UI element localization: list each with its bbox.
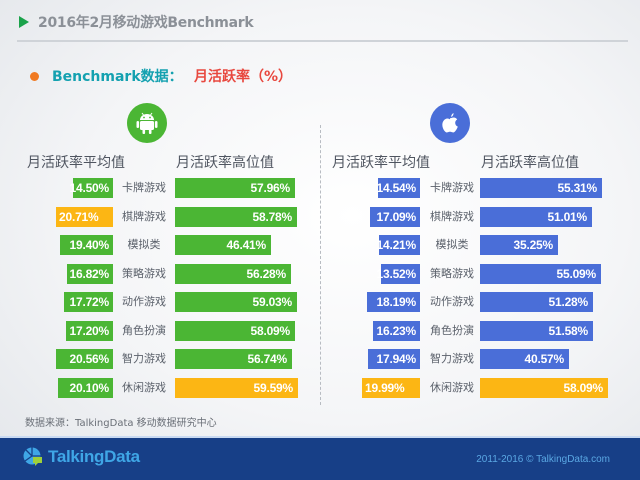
high-bar: 56.28% (175, 263, 291, 284)
category-label: 角色扮演 (430, 323, 474, 337)
talkingdata-logo-icon (23, 447, 42, 466)
high-bar: 59.59% (175, 377, 298, 398)
footer-bar: TalkingData 2011-2016 © TalkingData.com (0, 436, 640, 480)
play-triangle-icon (19, 16, 29, 28)
category-label: 模拟类 (435, 238, 469, 252)
avg-bar: 14.54% (377, 178, 420, 198)
high-bar: 55.09% (480, 263, 601, 284)
avg-bar: 20.10% (58, 377, 113, 398)
high-bar: 51.58% (480, 320, 593, 341)
apple-icon (430, 103, 470, 143)
avg-bar: 16.23% (373, 320, 420, 341)
category-label: 策略游戏 (430, 266, 474, 280)
avg-bar: 19.40% (60, 235, 113, 256)
high-bar: 51.01% (480, 206, 592, 227)
category-label: 角色扮演 (122, 323, 166, 337)
category-label: 棋牌游戏 (122, 209, 166, 223)
high-bar: 56.74% (175, 349, 292, 370)
avg-column-header: 月活跃率平均值 (332, 155, 430, 171)
high-bar: 58.78% (175, 206, 297, 227)
category-label: 棋牌游戏 (430, 209, 474, 223)
copyright-text: 2011-2016 © TalkingData.com (476, 454, 610, 465)
high-bar: 57.96% (175, 178, 295, 198)
category-label: 策略游戏 (122, 266, 166, 280)
slide-header: 2016年2月移动游戏Benchmark (0, 0, 640, 44)
avg-bar: 17.20% (66, 320, 113, 341)
high-column-header: 月活跃率高位值 (176, 155, 274, 171)
avg-bar: 17.94% (368, 349, 420, 370)
category-label: 智力游戏 (430, 352, 474, 366)
category-label: 休闲游戏 (122, 380, 166, 394)
category-label: 动作游戏 (122, 295, 166, 309)
page-title: 2016年2月移动游戏Benchmark (38, 15, 254, 31)
subtitle-prefix: Benchmark数据： (52, 69, 183, 85)
high-bar: 58.09% (175, 320, 295, 341)
avg-bar: 20.56% (56, 349, 113, 370)
category-label: 卡牌游戏 (122, 181, 166, 194)
talkingdata-logo: TalkingData (22, 447, 140, 467)
avg-column-header: 月活跃率平均值 (27, 155, 125, 171)
data-source-note: 数据来源：TalkingData 移动数据研究中心 (25, 418, 217, 429)
high-column-header: 月活跃率高位值 (481, 155, 579, 171)
avg-bar: 17.09% (370, 206, 420, 227)
high-bar: 58.09% (480, 377, 608, 398)
panel-divider (320, 125, 321, 405)
high-bar: 40.57% (480, 349, 569, 370)
category-label: 智力游戏 (122, 352, 166, 366)
header-divider (17, 40, 628, 42)
category-label: 卡牌游戏 (430, 181, 474, 194)
avg-bar: 17.72% (64, 292, 113, 313)
android-icon (127, 103, 167, 143)
high-bar: 35.25% (480, 235, 558, 256)
avg-bar: 16.82% (67, 263, 113, 284)
avg-bar: 20.71% (56, 206, 113, 227)
avg-bar: 14.21% (377, 235, 420, 256)
category-label: 休闲游戏 (430, 380, 474, 394)
avg-bar: 14.50% (70, 178, 113, 198)
high-bar: 59.03% (175, 292, 297, 313)
subtitle-metric: 月活跃率（%） (194, 69, 293, 85)
avg-bar: 13.52% (377, 263, 420, 284)
bullet-dot-icon (30, 72, 39, 81)
avg-bar: 18.19% (367, 292, 420, 313)
category-label: 动作游戏 (430, 295, 474, 309)
logo-text: TalkingData (48, 447, 140, 466)
category-label: 模拟类 (127, 238, 161, 252)
high-bar: 51.28% (480, 292, 593, 313)
high-bar: 46.41% (175, 235, 271, 256)
avg-bar: 19.99% (362, 377, 420, 398)
high-bar: 55.31% (480, 178, 602, 198)
